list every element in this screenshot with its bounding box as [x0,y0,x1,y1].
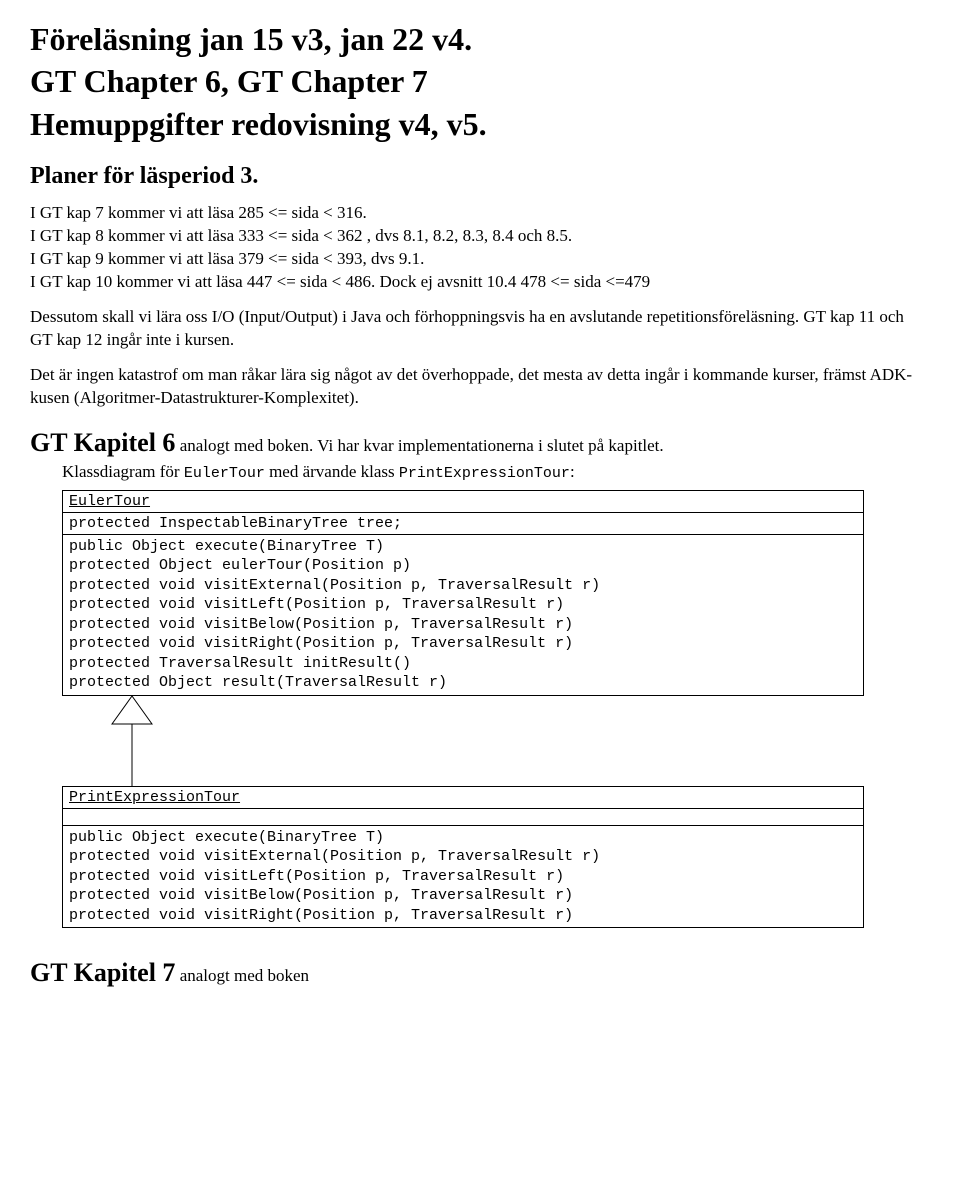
uml-class-printexpressiontour: PrintExpressionTour public Object execut… [62,786,864,929]
uml-method: protected void visitLeft(Position p, Tra… [69,595,857,615]
plans-heading: Planer för läsperiod 3. [30,163,930,190]
reading-list: I GT kap 7 kommer vi att läsa 285 <= sid… [30,202,930,294]
uml-class-name: EulerTour [63,491,863,513]
uml-method: public Object execute(BinaryTree T) [69,537,857,557]
uml-method: protected void visitRight(Position p, Tr… [69,906,857,926]
uml-method: public Object execute(BinaryTree T) [69,828,857,848]
reading-item: I GT kap 10 kommer vi att läsa 447 <= si… [30,271,930,294]
title-line-1: Föreläsning jan 15 v3, jan 22 v4. [30,20,930,58]
chapter-6-heading: GT Kapitel 6 analogt med boken. Vi har k… [30,428,930,458]
title-line-3: Hemuppgifter redovisning v4, v5. [30,105,930,143]
uml-method: protected Object eulerTour(Position p) [69,556,857,576]
reading-item: I GT kap 7 kommer vi att läsa 285 <= sid… [30,202,930,225]
subtext-suffix: : [570,462,575,481]
title-line-2: GT Chapter 6, GT Chapter 7 [30,62,930,100]
chapter-6-subtext: Klassdiagram för EulerTour med ärvande k… [62,462,930,482]
reading-item: I GT kap 8 kommer vi att läsa 333 <= sid… [30,225,930,248]
reading-item: I GT kap 9 kommer vi att läsa 379 <= sid… [30,248,930,271]
uml-class-attrs-empty [63,809,863,826]
subtext-mono: PrintExpressionTour [399,465,570,482]
uml-diagram: EulerTour protected InspectableBinaryTre… [62,490,862,929]
uml-class-eulertour: EulerTour protected InspectableBinaryTre… [62,490,864,696]
uml-method: protected void visitExternal(Position p,… [69,847,857,867]
chapter-6-rest: analogt med boken. Vi har kvar implement… [175,436,663,455]
chapter-7-heading: GT Kapitel 7 analogt med boken [30,958,930,988]
paragraph: Dessutom skall vi lära oss I/O (Input/Ou… [30,306,930,352]
uml-class-methods: public Object execute(BinaryTree T) prot… [63,826,863,928]
subtext-mid: med ärvande klass [265,462,399,481]
paragraph: Det är ingen katastrof om man råkar lära… [30,364,930,410]
uml-class-attrs: protected InspectableBinaryTree tree; [63,513,863,535]
uml-method: protected void visitBelow(Position p, Tr… [69,615,857,635]
subtext-mono: EulerTour [184,465,265,482]
uml-inheritance-arrow-icon [62,696,862,786]
uml-class-methods: public Object execute(BinaryTree T) prot… [63,535,863,695]
uml-method: protected void visitRight(Position p, Tr… [69,634,857,654]
subtext-prefix: Klassdiagram för [62,462,184,481]
uml-class-name: PrintExpressionTour [63,787,863,809]
uml-method: protected Object result(TraversalResult … [69,673,857,693]
uml-method: protected void visitLeft(Position p, Tra… [69,867,857,887]
chapter-6-title: GT Kapitel 6 [30,428,175,457]
uml-method: protected void visitExternal(Position p,… [69,576,857,596]
chapter-7-rest: analogt med boken [175,966,309,985]
uml-method: protected void visitBelow(Position p, Tr… [69,886,857,906]
uml-method: protected TraversalResult initResult() [69,654,857,674]
chapter-7-title: GT Kapitel 7 [30,958,175,987]
